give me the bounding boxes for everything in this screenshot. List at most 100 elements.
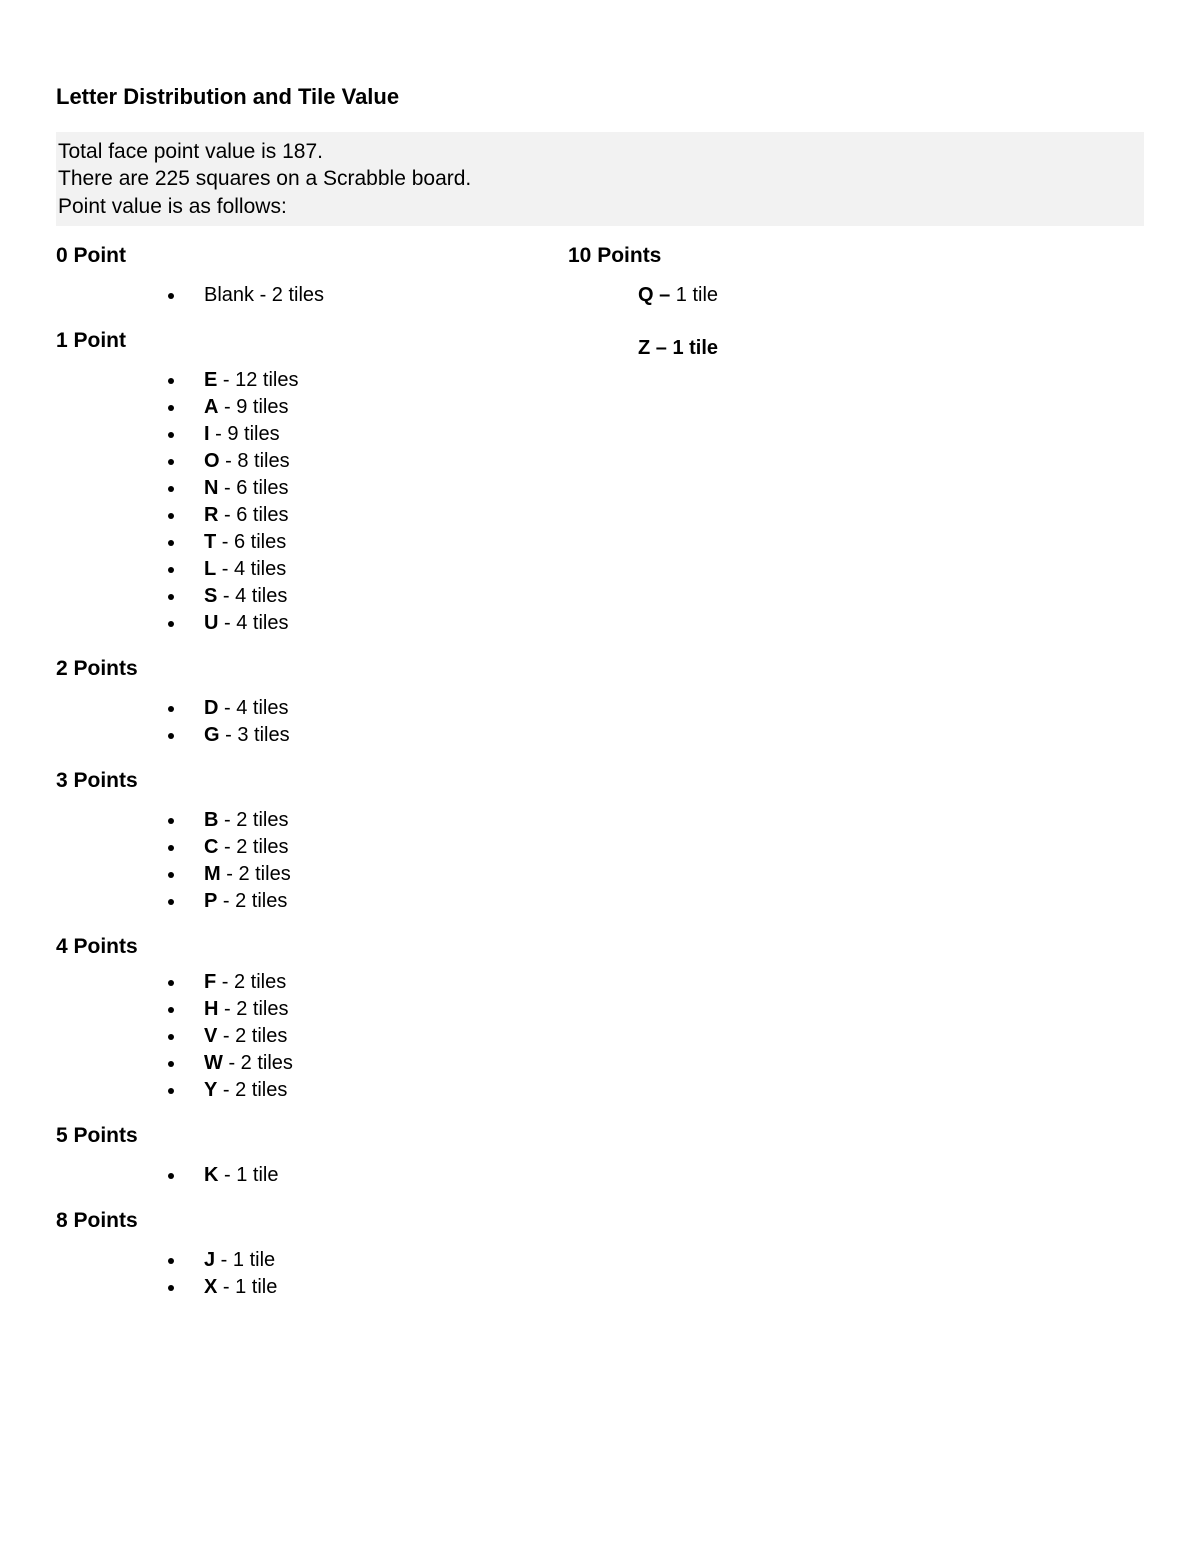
tile-count: - 2 tiles (218, 836, 288, 858)
tile-letter: A (204, 396, 218, 418)
tile-letter: M (204, 863, 221, 885)
tile-list: B - 2 tilesC - 2 tilesM - 2 tilesP - 2 t… (56, 807, 568, 915)
tile-list-item: Blank - 2 tiles (186, 282, 568, 309)
tile-letter: G (204, 724, 220, 746)
tile-count: - 9 tiles (210, 423, 280, 445)
tile-count: - 1 tile (215, 1249, 275, 1271)
tile-count: - 4 tiles (218, 697, 288, 719)
tile-count: - 6 tiles (216, 531, 286, 553)
tile-letter: N (204, 477, 218, 499)
tile-letter: O (204, 450, 220, 472)
tile-list-item: U - 4 tiles (186, 610, 568, 637)
section-heading: 4 Points (56, 935, 568, 959)
right-tile-line: Q – 1 tile (638, 282, 1144, 309)
tile-list: Blank - 2 tiles (56, 282, 568, 309)
tile-list-item: T - 6 tiles (186, 529, 568, 556)
tile-letter: H (204, 998, 218, 1020)
tile-list-item: J - 1 tile (186, 1247, 568, 1274)
tile-count: Blank - 2 tiles (204, 284, 324, 306)
tile-letter: P (204, 890, 217, 912)
tile-letter: T (204, 531, 216, 553)
tile-count: - 3 tiles (220, 724, 290, 746)
tile-letter: R (204, 504, 218, 526)
section-heading: 8 Points (56, 1209, 568, 1233)
tile-count: - 4 tiles (217, 585, 287, 607)
tile-list-item: O - 8 tiles (186, 448, 568, 475)
tile-list-item: G - 3 tiles (186, 722, 568, 749)
section-heading: 2 Points (56, 657, 568, 681)
right-column-lines: Q – 1 tile Z – 1 tile (568, 282, 1144, 362)
tile-list: E - 12 tilesA - 9 tilesI - 9 tilesO - 8 … (56, 367, 568, 637)
tile-letter: X (204, 1276, 217, 1298)
tile-letter: Z – 1 tile (638, 337, 718, 359)
page: Letter Distribution and Tile Value Total… (0, 0, 1200, 1395)
tile-list-item: P - 2 tiles (186, 888, 568, 915)
tile-list-item: S - 4 tiles (186, 583, 568, 610)
left-column: 0 Point Blank - 2 tiles 1 Point E - 12 tile… (56, 244, 568, 1315)
tile-list: D - 4 tiles G - 3 tiles (56, 695, 568, 749)
tile-letter: L (204, 558, 216, 580)
tile-letter: S (204, 585, 217, 607)
tile-letter: U (204, 612, 218, 634)
tile-list-item: H - 2 tiles (186, 996, 568, 1023)
columns: 0 Point Blank - 2 tiles 1 Point E - 12 tile… (56, 244, 1144, 1315)
tile-list: F - 2 tilesH - 2 tilesV - 2 tilesW - 2 t… (56, 969, 568, 1104)
tile-letter: J (204, 1249, 215, 1271)
tile-list-item: E - 12 tiles (186, 367, 568, 394)
tile-count: - 2 tiles (216, 971, 286, 993)
tile-letter: D (204, 697, 218, 719)
tile-list: K - 1 tile (56, 1162, 568, 1189)
right-column: 10 Points Q – 1 tile Z – 1 tile (568, 244, 1144, 388)
section-heading-10-points: 10 Points (568, 244, 1144, 268)
tile-count: - 2 tiles (218, 809, 288, 831)
tile-count: - 4 tiles (216, 558, 286, 580)
section-heading: 5 Points (56, 1124, 568, 1148)
section-heading: 0 Point (56, 244, 568, 268)
intro-box: Total face point value is 187. There are… (56, 132, 1144, 226)
tile-count: - 6 tiles (218, 504, 288, 526)
tile-list-item: W - 2 tiles (186, 1050, 568, 1077)
tile-list: J - 1 tileX - 1 tile (56, 1247, 568, 1301)
tile-list-item: X - 1 tile (186, 1274, 568, 1301)
page-title: Letter Distribution and Tile Value (56, 84, 1144, 110)
section-heading: 1 Point (56, 329, 568, 353)
tile-count: - 2 tiles (217, 1079, 287, 1101)
tile-count: - 2 tiles (217, 1025, 287, 1047)
tile-list-item: R - 6 tiles (186, 502, 568, 529)
tile-count: - 12 tiles (217, 369, 298, 391)
tile-count: - 4 tiles (218, 612, 288, 634)
tile-letter: Y (204, 1079, 217, 1101)
tile-letter: B (204, 809, 218, 831)
tile-list-item: K - 1 tile (186, 1162, 568, 1189)
tile-letter: F (204, 971, 216, 993)
tile-count: - 2 tiles (221, 863, 291, 885)
tile-letter: V (204, 1025, 217, 1047)
tile-count: - 9 tiles (218, 396, 288, 418)
tile-count: - 2 tiles (217, 890, 287, 912)
tile-letter: Q – (638, 284, 676, 306)
tile-count: - 2 tiles (218, 998, 288, 1020)
tile-list-item: Y - 2 tiles (186, 1077, 568, 1104)
tile-list-item: N - 6 tiles (186, 475, 568, 502)
tile-list-item: I - 9 tiles (186, 421, 568, 448)
tile-count: - 1 tile (218, 1164, 278, 1186)
tile-letter: K (204, 1164, 218, 1186)
tile-list-item: V - 2 tiles (186, 1023, 568, 1050)
tile-list-item: L - 4 tiles (186, 556, 568, 583)
tile-letter: W (204, 1052, 223, 1074)
intro-line-3: Point value is as follows: (58, 193, 1138, 220)
tile-list-item: B - 2 tiles (186, 807, 568, 834)
section-heading: 3 Points (56, 769, 568, 793)
tile-count: - 6 tiles (218, 477, 288, 499)
right-tile-line: Z – 1 tile (638, 335, 1144, 362)
tile-list-item: F - 2 tiles (186, 969, 568, 996)
tile-list-item: M - 2 tiles (186, 861, 568, 888)
tile-letter: E (204, 369, 217, 391)
intro-line-2: There are 225 squares on a Scrabble boar… (58, 165, 1138, 192)
tile-count: - 1 tile (217, 1276, 277, 1298)
tile-count: - 8 tiles (220, 450, 290, 472)
tile-list-item: C - 2 tiles (186, 834, 568, 861)
tile-letter: C (204, 836, 218, 858)
tile-list-item: A - 9 tiles (186, 394, 568, 421)
intro-line-1: Total face point value is 187. (58, 138, 1138, 165)
